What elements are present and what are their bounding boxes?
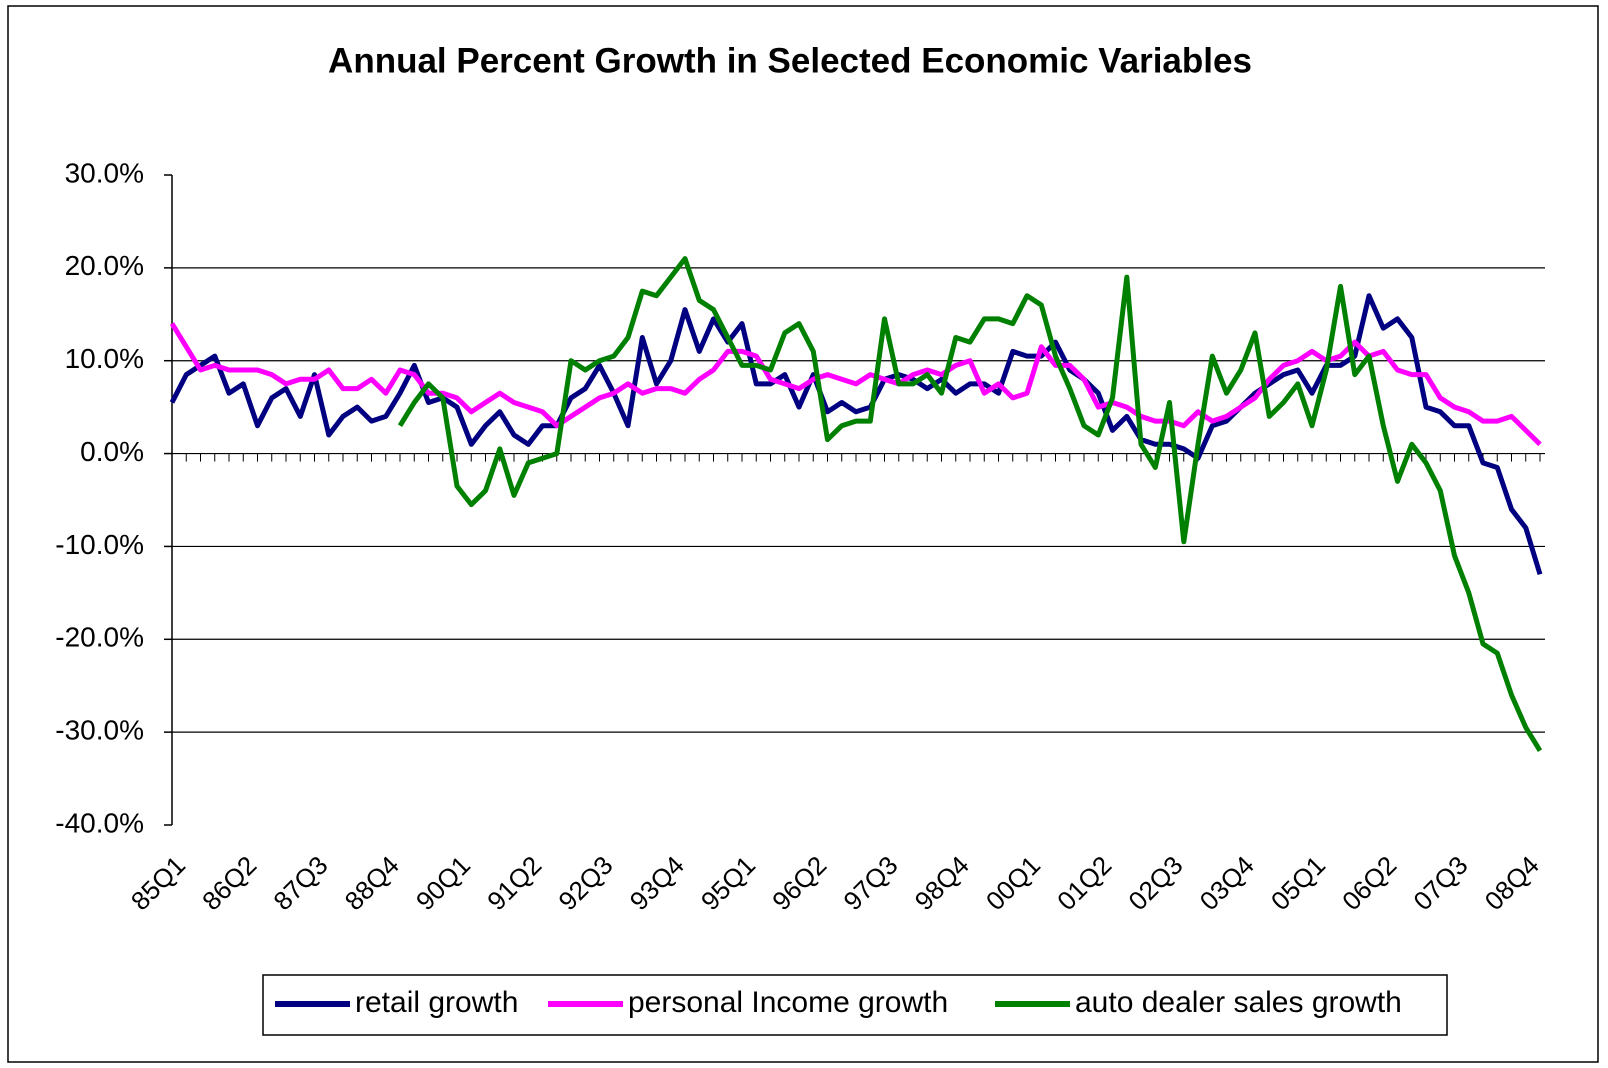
chart-frame (7, 5, 1599, 1063)
y-tick-label: 30.0% (65, 157, 144, 188)
series-line (169, 322, 1542, 447)
legend-label: auto dealer sales growth (1075, 986, 1402, 1019)
y-tick-label: 0.0% (80, 436, 144, 467)
legend-label: personal Income growth (628, 986, 948, 1019)
y-tick-label: -20.0% (55, 622, 144, 653)
legend-box (262, 974, 1448, 1036)
series-line (169, 293, 1543, 576)
series-line (397, 256, 1543, 753)
y-tick-label: 20.0% (65, 250, 144, 281)
y-tick-label: 10.0% (65, 343, 144, 374)
y-tick-label: -10.0% (55, 529, 144, 560)
y-tick-label: -30.0% (55, 715, 144, 746)
chart-title: Annual Percent Growth in Selected Econom… (328, 41, 1252, 80)
legend-label: retail growth (355, 986, 518, 1019)
y-tick-label: -40.0% (55, 807, 144, 838)
